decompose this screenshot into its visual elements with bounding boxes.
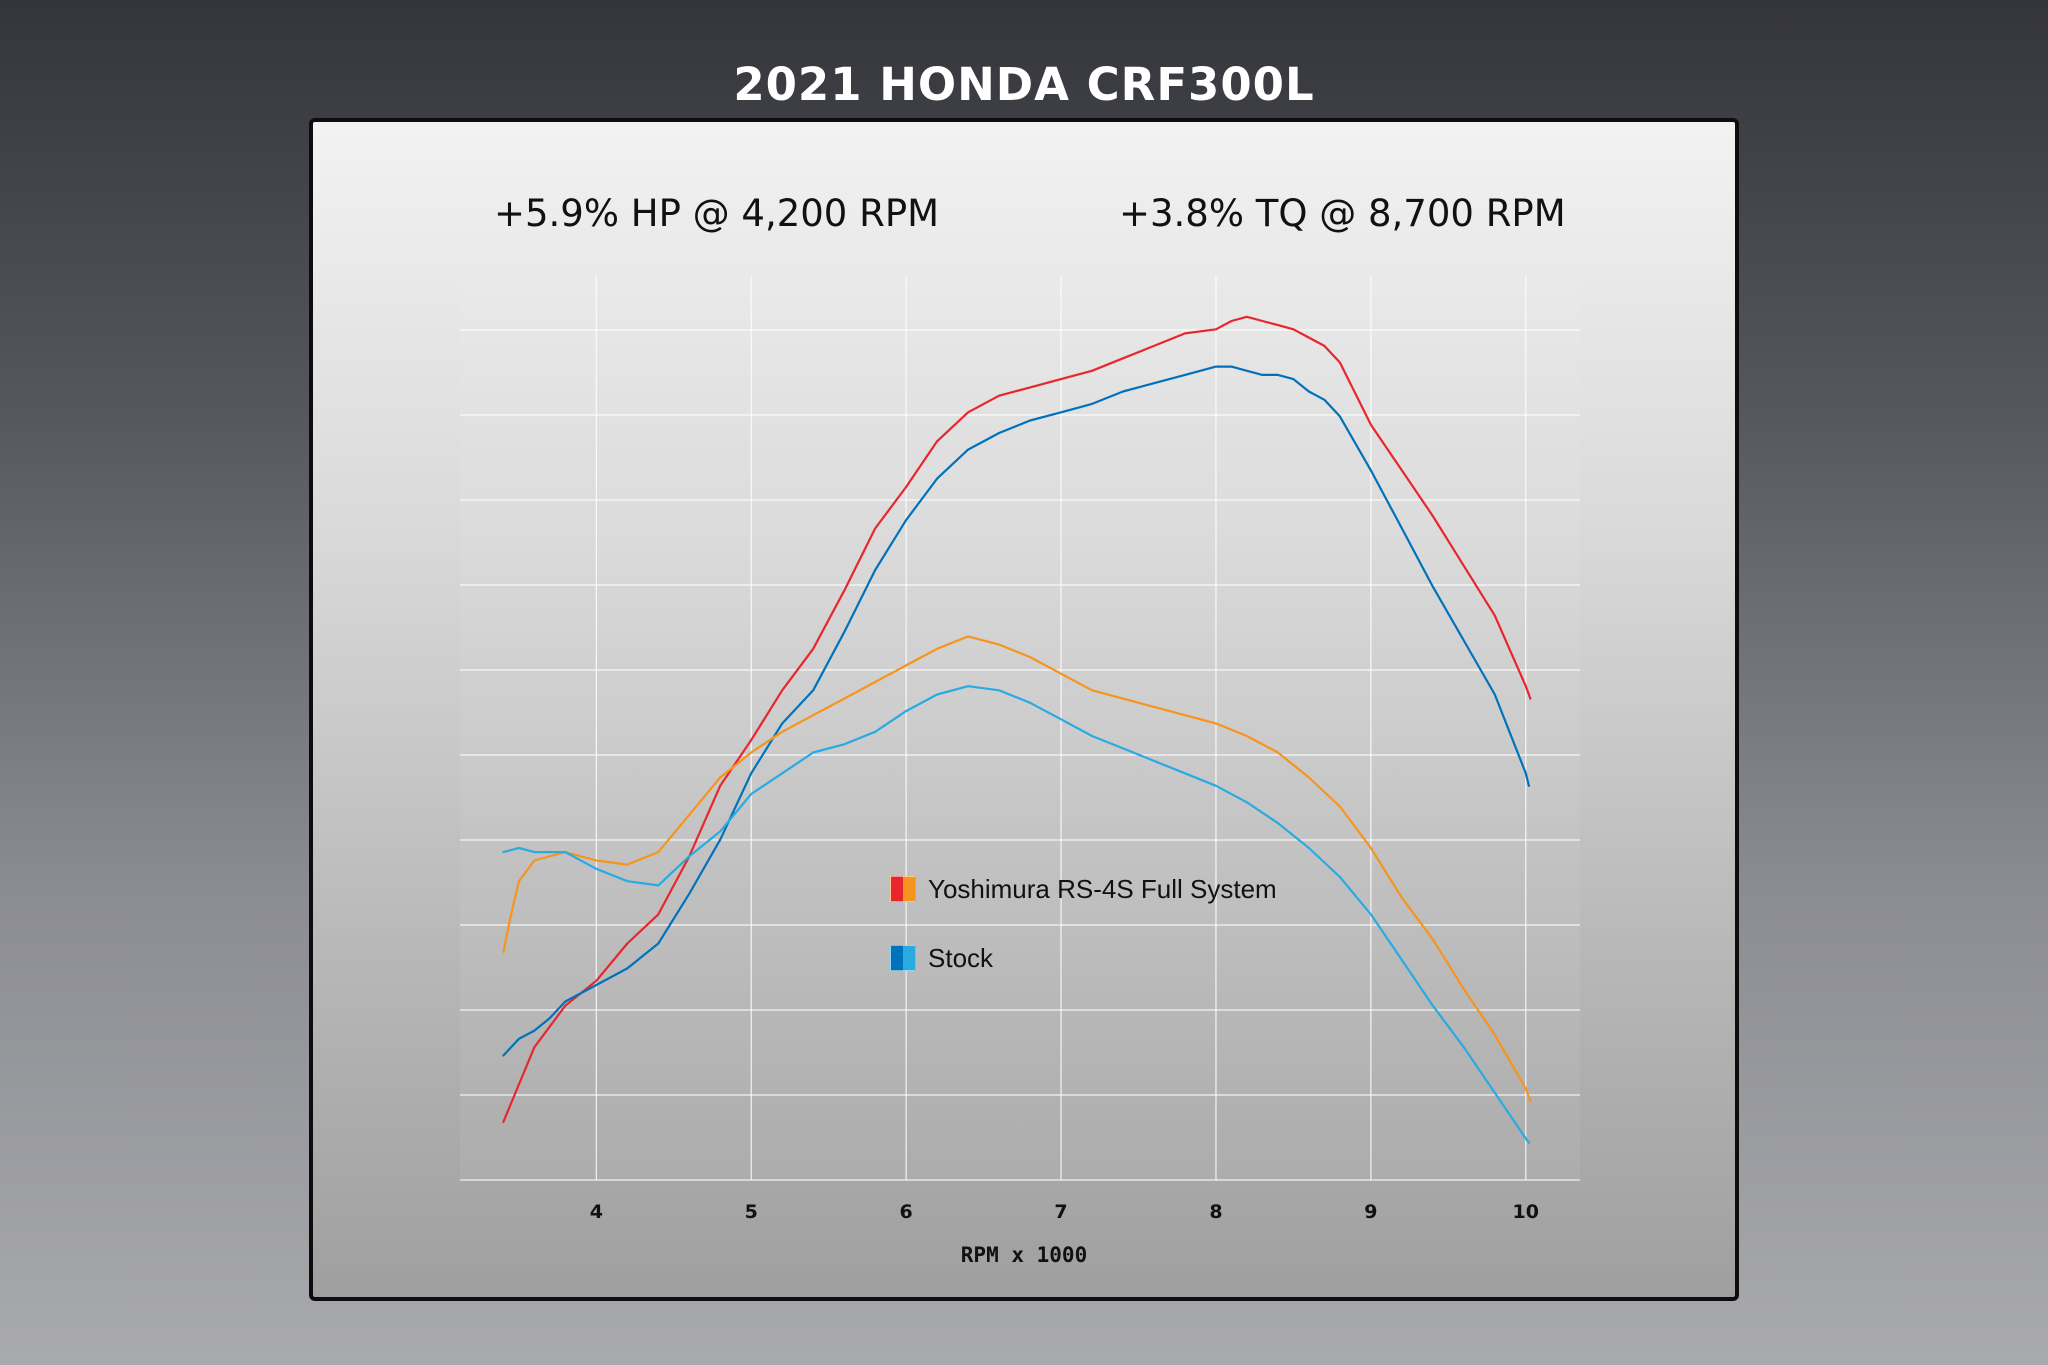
tq-gain-note: +3.8% TQ @ 8,700 RPM bbox=[1119, 192, 1566, 235]
chart-grid bbox=[460, 276, 1580, 1181]
legend-item-yoshimura: Yoshimura RS-4S Full System bbox=[890, 874, 1277, 904]
x-tick-label: 8 bbox=[1209, 1201, 1222, 1223]
series-line-hp-stock bbox=[502, 365, 1531, 1057]
hp-gain-note: +5.9% HP @ 4,200 RPM bbox=[494, 192, 940, 235]
series-line-tq-stock bbox=[502, 685, 1531, 1144]
plot-background bbox=[460, 276, 1580, 1180]
series-line-tq-yoshimura bbox=[502, 635, 1532, 1103]
x-tick-label: 10 bbox=[1513, 1201, 1539, 1223]
x-tick-label: 7 bbox=[1054, 1201, 1067, 1223]
legend-swatch-yoshimura bbox=[890, 876, 916, 902]
plot-area bbox=[460, 276, 1580, 1180]
legend-item-stock: Stock bbox=[890, 943, 993, 973]
chart-series bbox=[502, 315, 1532, 1144]
x-tick-label: 6 bbox=[900, 1201, 913, 1223]
x-tick-label: 4 bbox=[590, 1201, 603, 1223]
legend-swatch-stock bbox=[890, 945, 916, 971]
chart-title: 2021 HONDA CRF300L bbox=[733, 58, 1315, 111]
legend-label-stock: Stock bbox=[928, 942, 994, 973]
x-tick-labels: 4 5 6 7 8 9 10 bbox=[590, 1201, 1539, 1223]
series-line-hp-yoshimura bbox=[502, 315, 1532, 1124]
x-tick-label: 9 bbox=[1364, 1201, 1377, 1223]
x-axis-label: RPM x 1000 bbox=[960, 1243, 1088, 1267]
legend-label-yoshimura: Yoshimura RS-4S Full System bbox=[928, 873, 1277, 904]
x-tick-label: 5 bbox=[745, 1201, 758, 1223]
